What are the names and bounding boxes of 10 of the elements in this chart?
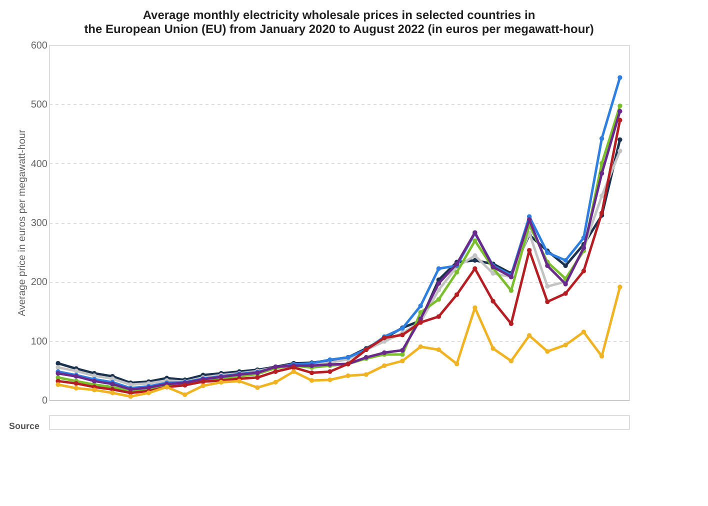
y-tick-label: 500 [30, 100, 48, 111]
y-tick-label: 200 [30, 277, 48, 288]
text: Source [9, 421, 40, 431]
y-tick-label: 300 [30, 218, 48, 229]
y-tick-label: 400 [30, 158, 48, 170]
chart-title: Average monthly electricity wholesale prices in selected countries in the European Union (EU) from January 2020 to August 2022 (in euros per megawatt-hour) [84, 8, 594, 36]
y-tick-label: 600 [30, 40, 48, 52]
y-tick-label: 0 [42, 396, 48, 406]
y-axis-title: Average price in euros per megawatt-hour [16, 129, 28, 316]
y-tick-label: 100 [30, 336, 48, 348]
